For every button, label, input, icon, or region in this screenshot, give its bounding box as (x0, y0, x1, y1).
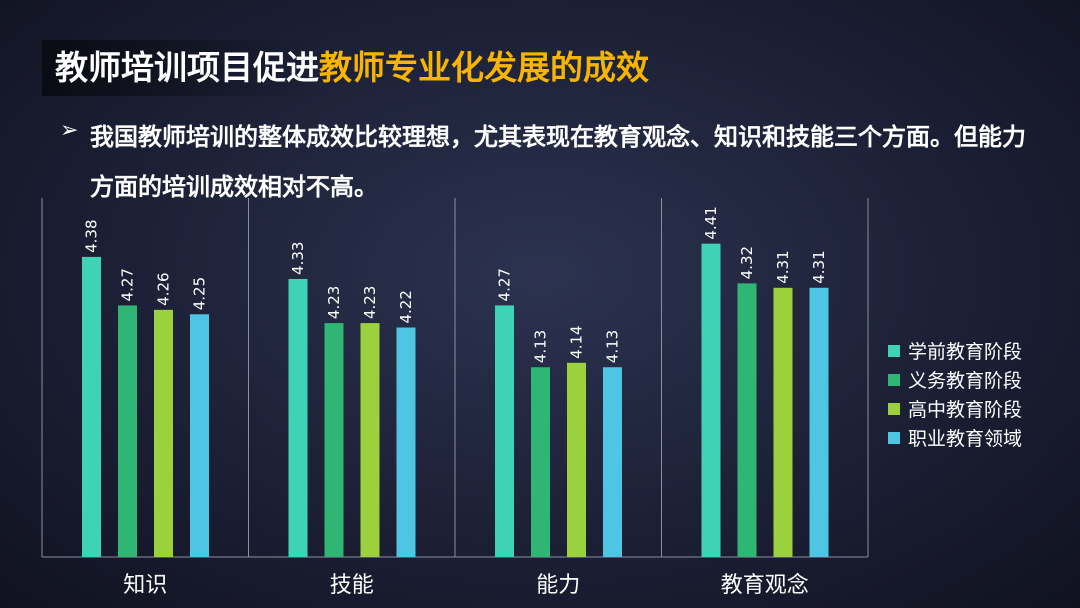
chart-legend: 学前教育阶段 义务教育阶段 高中教育阶段 职业教育领域 (888, 338, 1022, 454)
legend-swatch (888, 431, 900, 444)
legend-item: 职业教育领域 (888, 425, 1022, 454)
bar (396, 327, 416, 557)
bar (567, 362, 586, 557)
value-label: 4.13 (532, 330, 550, 363)
bar (603, 367, 622, 557)
category-label: 技能 (330, 573, 374, 598)
bar (288, 278, 308, 557)
category-label: 能力 (536, 573, 580, 598)
bar (495, 305, 514, 557)
value-label: 4.25 (191, 277, 209, 310)
value-label: 4.33 (289, 242, 307, 275)
bar (701, 243, 721, 558)
legend-label: 高中教育阶段 (908, 399, 1023, 421)
legend-label: 职业教育领域 (908, 428, 1023, 450)
value-label: 4.23 (325, 286, 343, 319)
bar (809, 287, 829, 557)
value-label: 4.31 (774, 250, 792, 283)
bar (190, 314, 209, 557)
legend-swatch (888, 402, 900, 415)
bullet-text: 我国教师培训的整体成效比较理想，尤其表现在教育观念、知识和技能三个方面。但能力方… (90, 123, 1026, 201)
title-highlight: 教师专业化发展的成效 (319, 48, 649, 87)
value-label: 4.26 (155, 272, 173, 305)
legend-item: 学前教育阶段 (888, 338, 1022, 367)
legend-swatch (888, 373, 900, 386)
bar (531, 367, 550, 557)
value-label: 4.23 (361, 286, 379, 319)
bar (737, 283, 757, 557)
value-label: 4.32 (738, 246, 756, 279)
bar (360, 323, 380, 557)
value-label: 4.31 (810, 250, 828, 283)
value-label: 4.27 (119, 268, 137, 301)
legend-swatch (888, 344, 900, 357)
value-label: 4.14 (568, 325, 586, 358)
value-label: 4.13 (604, 330, 622, 363)
value-label: 4.22 (397, 290, 415, 323)
bar (82, 256, 101, 557)
slide-title: 教师培训项目促进教师专业化发展的成效 (55, 44, 649, 92)
value-label: 4.27 (496, 268, 514, 301)
bar (154, 309, 173, 557)
legend-item: 义务教育阶段 (888, 367, 1022, 396)
category-label: 知识 (123, 573, 167, 598)
title-accent-bar (42, 40, 322, 96)
chart-plot: 4.38 4.27 4.26 4.25 知识 4.33 4.23 4.23 4.22 技能 4.27… (41, 198, 869, 598)
value-label: 4.41 (702, 206, 720, 239)
bar (324, 323, 344, 557)
bullet-arrow-icon: ➢ (60, 118, 79, 143)
category-label: 教育观念 (721, 573, 809, 598)
title-plain: 教师培训项目促进 (55, 48, 319, 87)
bar (773, 287, 793, 557)
legend-label: 义务教育阶段 (908, 370, 1023, 392)
bar (118, 305, 137, 557)
value-label: 4.38 (83, 219, 101, 252)
legend-item: 高中教育阶段 (888, 396, 1022, 425)
legend-label: 学前教育阶段 (908, 341, 1023, 363)
